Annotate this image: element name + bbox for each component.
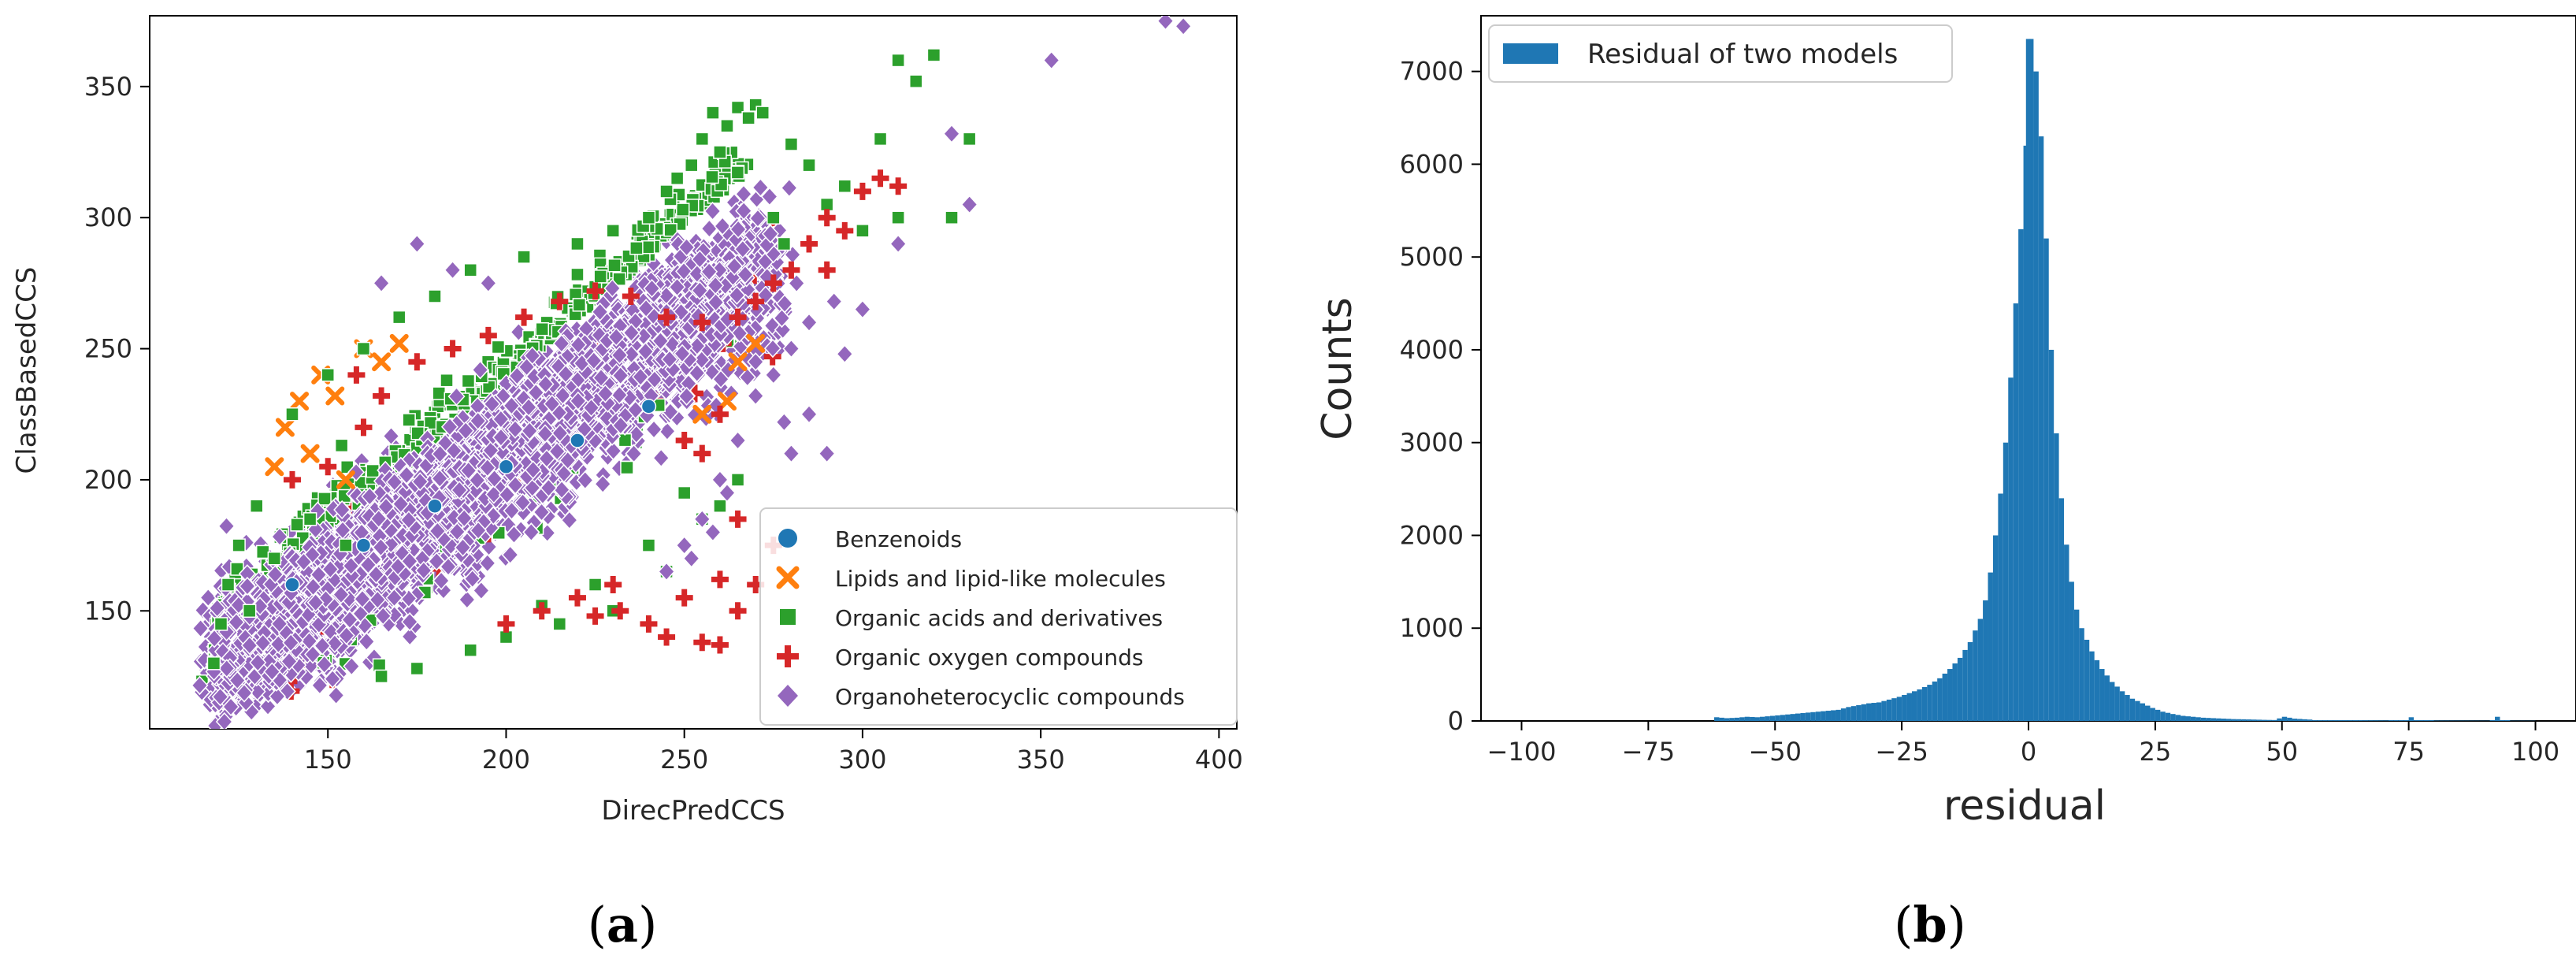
organic-acids-point bbox=[334, 438, 349, 453]
organoheterocyclic-point bbox=[594, 474, 612, 494]
organoheterocyclic-point bbox=[560, 511, 578, 530]
organoheterocyclic-point bbox=[259, 697, 277, 716]
scatter-points bbox=[191, 16, 1193, 729]
organoheterocyclic-point bbox=[310, 675, 328, 695]
organoheterocyclic-point bbox=[343, 656, 361, 676]
organoheterocyclic-point bbox=[760, 187, 778, 206]
organoheterocyclic-point bbox=[401, 626, 419, 647]
organoheterocyclic-point bbox=[510, 322, 528, 342]
organoheterocyclic-point bbox=[652, 448, 670, 468]
organoheterocyclic-point bbox=[738, 367, 756, 388]
organoheterocyclic-point bbox=[505, 525, 523, 544]
organoheterocyclic-point bbox=[458, 589, 476, 610]
organoheterocyclic-point bbox=[763, 339, 781, 359]
organoheterocyclic-point bbox=[217, 516, 236, 536]
organoheterocyclic-point bbox=[553, 480, 571, 500]
organoheterocyclic-point bbox=[774, 320, 792, 340]
organoheterocyclic-point bbox=[627, 425, 645, 444]
organoheterocyclic-point bbox=[432, 570, 451, 591]
organoheterocyclic-point bbox=[463, 569, 481, 589]
organoheterocyclic-point bbox=[501, 544, 519, 565]
organoheterocyclic-point bbox=[780, 178, 798, 198]
organoheterocyclic-point bbox=[658, 422, 676, 441]
organic-acids-point bbox=[620, 460, 634, 475]
organoheterocyclic-point bbox=[191, 675, 209, 695]
organoheterocyclic-point bbox=[478, 553, 496, 573]
organoheterocyclic-point bbox=[604, 441, 622, 461]
organoheterocyclic-point bbox=[522, 522, 540, 542]
organoheterocyclic-point bbox=[472, 581, 490, 600]
organoheterocyclic-point bbox=[788, 273, 806, 293]
organoheterocyclic-point bbox=[191, 619, 210, 638]
organoheterocyclic-point bbox=[401, 612, 419, 632]
organoheterocyclic-point bbox=[712, 370, 730, 389]
organoheterocyclic-point bbox=[773, 308, 791, 328]
organoheterocyclic-point bbox=[194, 600, 212, 620]
organoheterocyclic-point bbox=[576, 470, 594, 490]
organoheterocyclic-point bbox=[358, 632, 376, 652]
organic-acids-point bbox=[618, 433, 633, 448]
organoheterocyclic-point bbox=[752, 177, 770, 198]
organoheterocyclic-point bbox=[748, 208, 766, 228]
